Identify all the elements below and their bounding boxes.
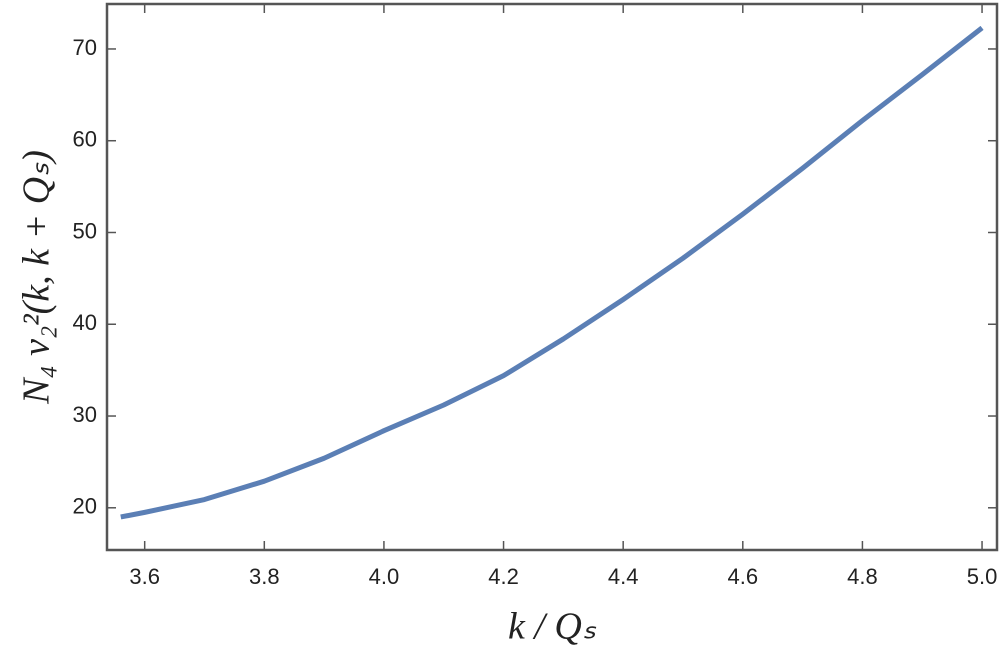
- x-tick-label: 4.0: [369, 564, 400, 589]
- y-axis-label: N₄ v₂²(k, k + Qₛ): [16, 150, 58, 405]
- x-axis-label: k / Qₛ: [508, 606, 597, 648]
- y-tick-label: 20: [73, 494, 97, 519]
- y-tick-label: 50: [73, 218, 97, 243]
- y-tick-label: 30: [73, 402, 97, 427]
- y-tick-label: 70: [73, 35, 97, 60]
- x-tick-label: 3.8: [249, 564, 280, 589]
- plot-frame: [105, 2, 999, 552]
- y-tick-label: 60: [73, 127, 97, 152]
- y-tick-label: 40: [73, 310, 97, 335]
- x-tick-label: 4.4: [608, 564, 639, 589]
- x-tick-label: 5.0: [967, 564, 998, 589]
- x-tick-label: 4.2: [488, 564, 519, 589]
- x-tick-label: 4.8: [847, 564, 878, 589]
- x-tick-label: 4.6: [728, 564, 759, 589]
- x-tick-label: 3.6: [129, 564, 160, 589]
- data-line: [120, 25, 984, 520]
